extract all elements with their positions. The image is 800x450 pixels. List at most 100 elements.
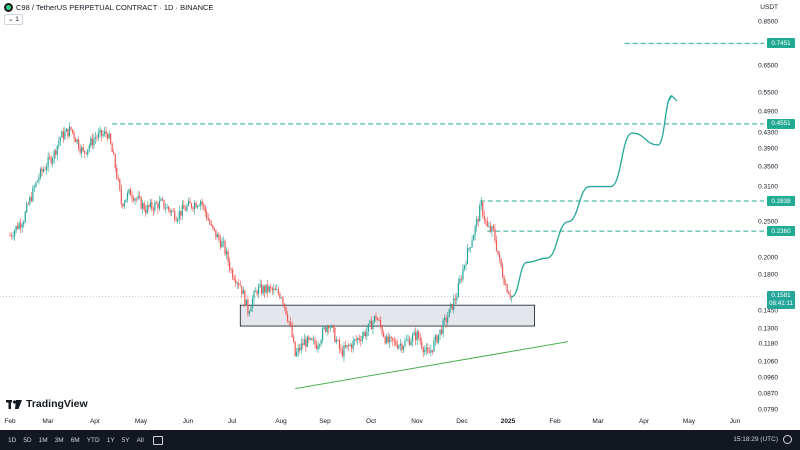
candle-body (171, 210, 173, 213)
candle-body (163, 199, 165, 209)
candle-body (358, 338, 360, 340)
tradingview-logo[interactable]: TradingView (6, 398, 88, 410)
candle-body (271, 287, 273, 291)
price-axis-tick: 0.3500 (758, 163, 778, 171)
candle-body (468, 248, 470, 249)
utc-clock[interactable]: 15:18:29 (UTC) (733, 436, 778, 443)
candle-body (26, 203, 28, 212)
candle-body (343, 345, 345, 357)
candle-body (100, 130, 103, 136)
currency-label[interactable]: USDT (760, 4, 778, 11)
candle-body (500, 258, 502, 267)
chart-area[interactable] (0, 0, 800, 430)
candle-body (387, 336, 389, 343)
candle-body (122, 204, 124, 207)
candle-body (71, 129, 74, 133)
candle-body (497, 250, 499, 255)
gear-icon[interactable] (783, 435, 792, 444)
candle-body (131, 195, 133, 198)
candle-body (119, 179, 121, 190)
candle-body (430, 350, 432, 353)
candle-body (206, 212, 208, 219)
timeframe-1m-button[interactable]: 1M (38, 436, 48, 444)
projection-path (511, 95, 673, 298)
candle-body (448, 308, 450, 318)
candle-body (294, 341, 296, 357)
candle-body (78, 139, 80, 149)
time-axis-tick: Mar (592, 418, 604, 425)
candle-body (267, 284, 269, 292)
candle-body (279, 293, 281, 299)
candle-body (35, 182, 37, 187)
candle-body (413, 332, 415, 336)
candle-body (79, 148, 81, 153)
bottom-toolbar: 1D 5D 1M 3M 6M YTD 1Y 5Y All 15:18:29 (U… (0, 430, 800, 450)
current-price-tag: 0.1581 08:41:11 (767, 290, 795, 309)
candle-body (488, 226, 490, 227)
candle-body (402, 346, 405, 351)
candle-body (125, 199, 127, 203)
candle-body (195, 202, 197, 208)
timeframe-1y-button[interactable]: 1Y (106, 436, 115, 444)
candle-body (155, 202, 157, 204)
timeframe-all-button[interactable]: All (136, 436, 144, 444)
candle-body (33, 186, 35, 188)
time-axis-tick: Dec (456, 418, 468, 425)
candle-body (398, 345, 400, 349)
projection-arrowhead (667, 94, 678, 103)
candle-body (308, 336, 310, 340)
timeframe-5d-button[interactable]: 5D (23, 436, 32, 444)
candle-body (401, 343, 403, 351)
c98-coin-icon (4, 3, 13, 12)
candle-body (469, 247, 472, 249)
candle-body (15, 225, 17, 231)
candle-body (505, 284, 507, 286)
timeframe-5y-button[interactable]: 5Y (121, 436, 130, 444)
candle-body (189, 201, 191, 204)
timeframe-6m-button[interactable]: 6M (70, 436, 80, 444)
candle-body (489, 226, 491, 232)
candle-body (169, 209, 171, 213)
candle-body (242, 290, 244, 294)
candle-body (29, 197, 31, 205)
timeframe-1d-button[interactable]: 1D (8, 436, 17, 444)
candle-body (322, 328, 324, 341)
candle-body (65, 128, 68, 132)
candle-body (120, 189, 122, 205)
candle-body (88, 145, 90, 150)
price-chart[interactable] (0, 0, 800, 430)
candle-body (381, 326, 383, 334)
interval-toggle[interactable]: ⌄ 1 (4, 14, 23, 25)
time-axis-tick: Sep (319, 418, 331, 425)
candle-body (193, 202, 196, 210)
price-axis-tick: 0.3900 (758, 145, 778, 153)
candle-body (254, 291, 257, 292)
candle-body (451, 303, 453, 310)
calendar-range-icon[interactable] (152, 435, 163, 445)
candle-body (437, 334, 440, 343)
candle-body (335, 339, 337, 342)
candle-body (485, 219, 487, 222)
candle-body (250, 308, 252, 312)
candle-body (439, 329, 441, 335)
timeframe-ytd-button[interactable]: YTD (86, 436, 100, 444)
candle-body (395, 340, 397, 345)
candle-body (456, 297, 458, 300)
candle-body (341, 349, 344, 357)
symbol-title[interactable]: C98 / TetherUS PERPETUAL CONTRACT · 1D ·… (16, 3, 214, 12)
price-axis-tick: 0.0790 (758, 406, 778, 414)
candle-body (18, 223, 20, 229)
candle-body (70, 126, 72, 130)
candle-body (290, 322, 292, 325)
candle-body (229, 261, 231, 270)
candle-body (233, 277, 235, 281)
symbol-title-bar[interactable]: C98 / TetherUS PERPETUAL CONTRACT · 1D ·… (4, 3, 213, 12)
timeframe-3m-button[interactable]: 3M (54, 436, 64, 444)
candle-body (154, 202, 156, 211)
candle-body (247, 299, 249, 314)
candle-body (114, 154, 116, 169)
candle-body (477, 219, 479, 222)
candle-body (347, 345, 350, 346)
candle-body (76, 139, 78, 143)
time-axis-tick: Feb (4, 418, 16, 425)
